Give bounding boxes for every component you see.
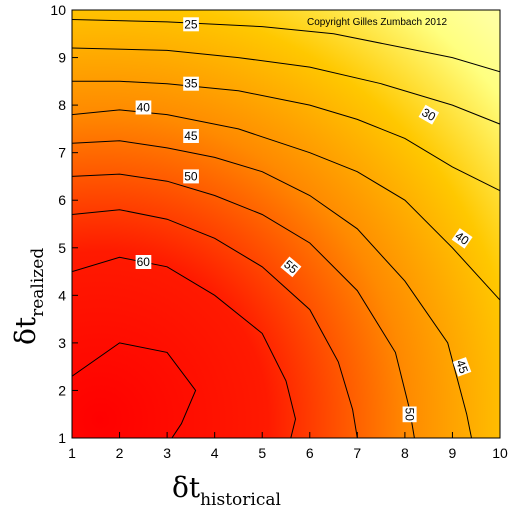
- contour-labels: 25 35 40 45 50 60 55 30 40 45 50: [135, 17, 473, 423]
- contour-label-0: 25: [183, 17, 199, 32]
- y-tick-label: 8: [58, 97, 66, 113]
- contour-label-4: 50: [183, 169, 199, 184]
- contour-label-text: 45: [453, 358, 471, 376]
- x-axis-ticks: 1 2 3 4 5 6 7 8 9 10: [68, 432, 508, 461]
- contour-lines: [72, 19, 500, 438]
- x-tick-label: 7: [353, 445, 361, 461]
- x-tick-label: 4: [211, 445, 219, 461]
- x-tick-label: 2: [116, 445, 124, 461]
- contour-label-text: 25: [184, 17, 198, 31]
- contour-label-bg: [183, 169, 199, 184]
- contour-label-text: 30: [419, 105, 438, 124]
- y-tick-label: 3: [58, 335, 66, 351]
- y-tick-label: 1: [58, 430, 66, 446]
- contour-label-bg: [135, 255, 152, 269]
- contour-label-1: 35: [183, 76, 199, 91]
- x-tick-label: 1: [68, 445, 76, 461]
- contour-line-25: [72, 19, 500, 73]
- contour-label-bg: [183, 129, 199, 143]
- contour-line-35: [72, 80, 500, 192]
- contour-label-bg: [452, 357, 472, 377]
- contour-line-45: [72, 140, 472, 438]
- heatmap-background: [72, 10, 500, 438]
- contour-label-3: 45: [183, 129, 199, 143]
- contour-label-9: 45: [452, 357, 472, 377]
- y-tick-label: 2: [58, 382, 66, 398]
- y-axis-label: δtrealized: [9, 248, 48, 345]
- x-axis-label: δthistorical: [172, 471, 281, 510]
- contour-label-5: 60: [135, 255, 152, 269]
- contour-label-text: 50: [184, 169, 198, 183]
- x-tick-label: 9: [449, 445, 457, 461]
- contour-line-60: [72, 256, 297, 438]
- copyright-annotation: Copyright Gilles Zumbach 2012: [307, 17, 448, 28]
- contour-line-30: [72, 47, 500, 125]
- x-axis-label-symbol: δt: [172, 471, 201, 504]
- y-tick-label: 10: [50, 2, 66, 18]
- x-tick-label: 10: [492, 445, 508, 461]
- contour-label-bg: [402, 406, 417, 423]
- contour-label-text: 60: [137, 255, 151, 269]
- x-tick-label: 6: [306, 445, 314, 461]
- contour-label-bg: [418, 104, 440, 125]
- contour-line-65: [72, 342, 197, 438]
- x-axis-label-subscript: historical: [200, 490, 281, 510]
- contour-line-55: [72, 209, 358, 438]
- contour-label-bg: [280, 256, 302, 278]
- contour-label-2: 40: [135, 100, 152, 115]
- contour-line-50: [72, 173, 415, 438]
- contour-label-6: 55: [280, 256, 302, 278]
- contour-label-text: 40: [137, 101, 151, 115]
- y-axis-label-subscript: realized: [28, 248, 48, 317]
- contour-label-bg: [451, 228, 473, 249]
- contour-label-bg: [135, 100, 152, 115]
- y-tick-label: 4: [58, 287, 66, 303]
- y-tick-label: 9: [58, 50, 66, 66]
- x-tick-label: 5: [258, 445, 266, 461]
- contour-label-text: 35: [184, 77, 198, 91]
- x-tick-label: 8: [401, 445, 409, 461]
- y-tick-label: 6: [58, 192, 66, 208]
- y-tick-label: 5: [58, 240, 66, 256]
- y-axis-label-symbol: δt: [9, 316, 42, 345]
- contour-label-text: 45: [184, 129, 198, 143]
- contour-label-10: 50: [402, 406, 417, 423]
- x-tick-label: 3: [163, 445, 171, 461]
- contour-label-bg: [183, 17, 199, 32]
- contour-label-8: 40: [451, 228, 473, 249]
- contour-label-bg: [183, 76, 199, 91]
- contour-line-40: [72, 109, 500, 301]
- y-tick-label: 7: [58, 145, 66, 161]
- y-axis-ticks: 1 2 3 4 5 6 7 8 9 10: [50, 2, 78, 446]
- contour-label-text: 50: [403, 408, 417, 422]
- plot-frame: [71, 9, 501, 439]
- contour-label-7: 30: [418, 104, 440, 125]
